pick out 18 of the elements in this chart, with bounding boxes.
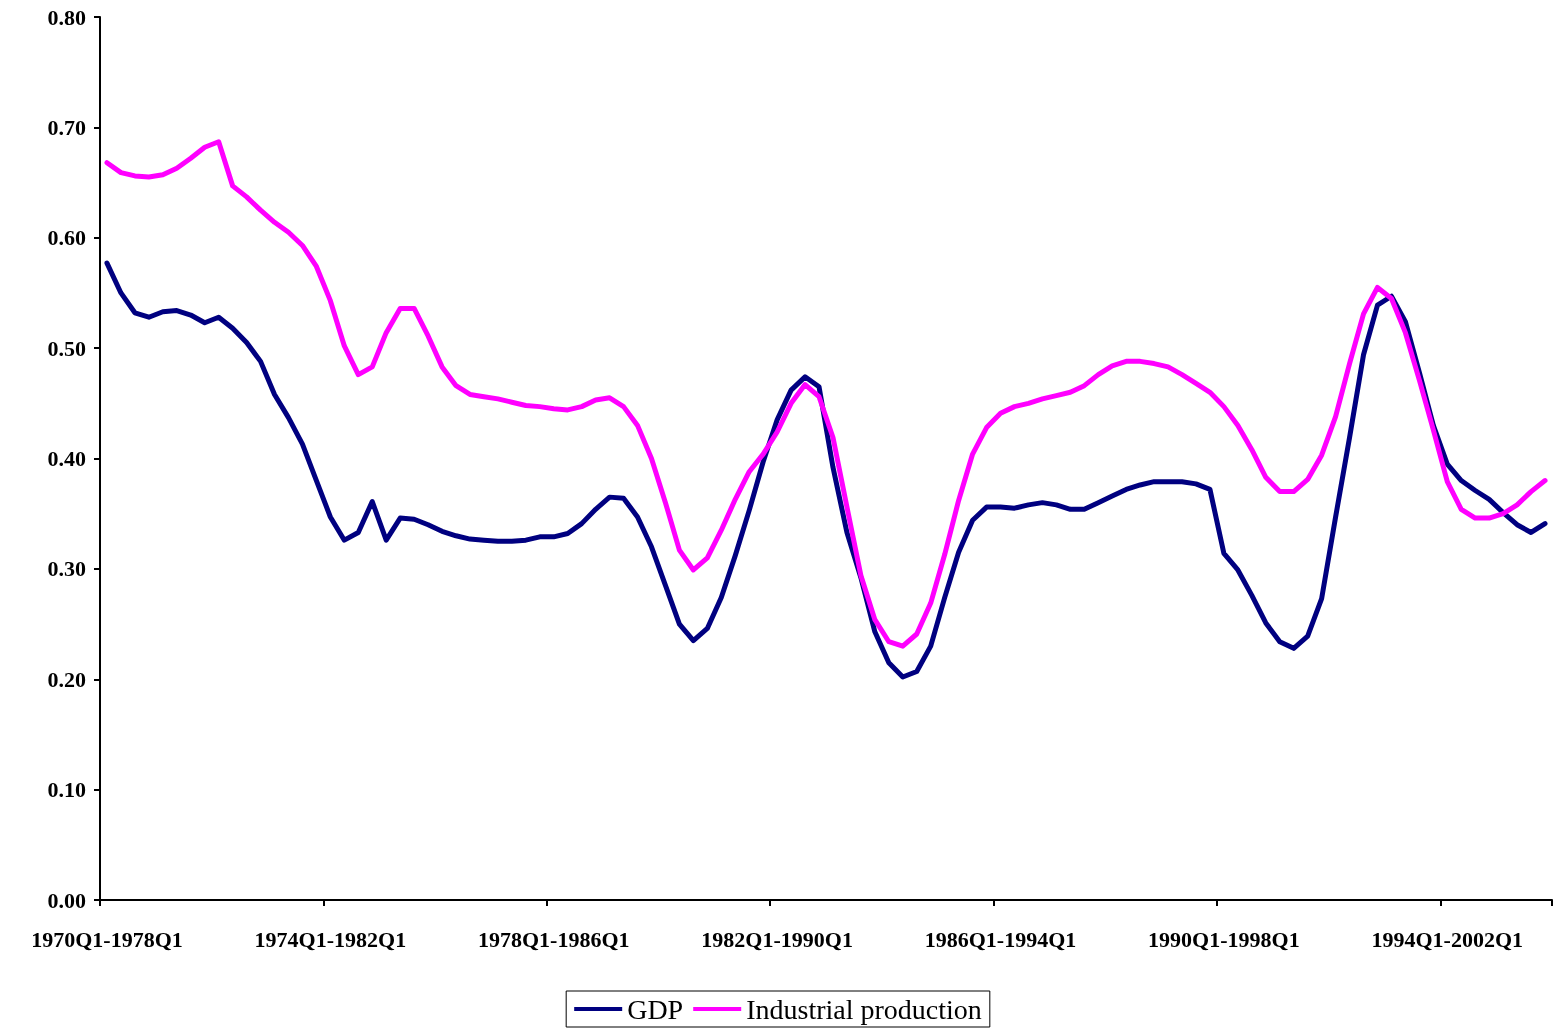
x-tick-label: 1986Q1-1994Q1 (924, 926, 1077, 952)
y-tick-label: 0.40 (47, 446, 86, 471)
legend-label: GDP (627, 993, 684, 1025)
x-tick-label: 1970Q1-1978Q1 (31, 926, 183, 952)
x-tick-label: 1974Q1-1982Q1 (254, 926, 407, 952)
y-tick-label: 0.20 (47, 666, 86, 692)
y-tick-label: 0.70 (47, 114, 86, 140)
y-tick-label: 0.50 (47, 335, 86, 361)
x-tick-label: 1990Q1-1998Q1 (1148, 926, 1300, 952)
y-tick-label: 0.60 (47, 225, 86, 251)
x-tick-label: 1994Q1-2002Q1 (1371, 926, 1524, 952)
y-tick-label: 0.00 (47, 887, 86, 913)
y-tick-label: 0.10 (47, 777, 86, 803)
x-tick-label: 1978Q1-1986Q1 (477, 926, 630, 952)
y-tick-label: 0.30 (47, 556, 86, 582)
y-tick-label: 0.80 (47, 4, 86, 30)
legend-label: Industrial production (746, 993, 982, 1025)
x-tick-label: 1982Q1-1990Q1 (701, 926, 853, 952)
